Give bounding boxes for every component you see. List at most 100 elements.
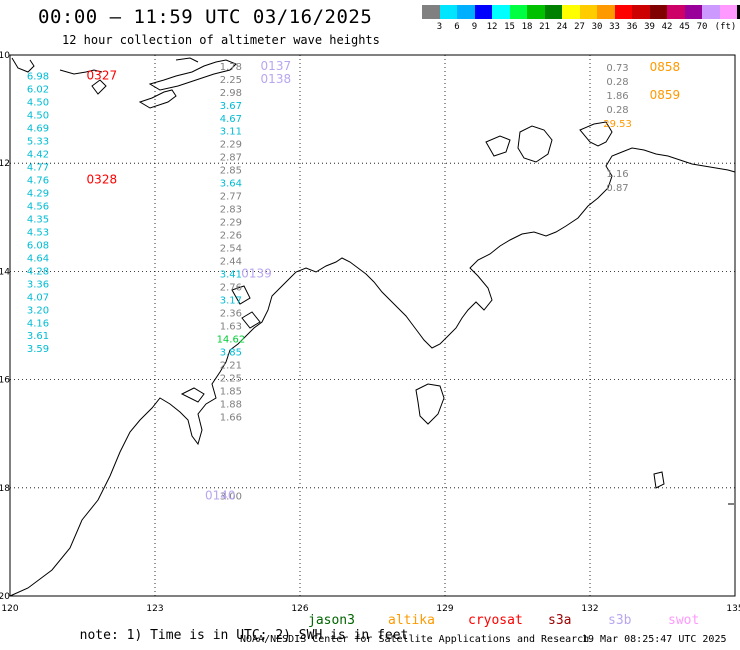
swh-value-label: 3.36 [27,279,49,290]
colorbar-cell [719,5,737,19]
mission-label: s3a [548,613,572,628]
swh-value-label: 3.61 [27,331,49,342]
swh-value-label: 0.73 [606,63,628,74]
swh-value-label: 3.20 [27,305,49,316]
lat-tick-label: -20 [0,592,10,602]
swh-value-label: 1.63 [220,322,242,333]
pass-time-label: 0138 [261,72,292,86]
colorbar-cell [457,5,475,19]
colorbar-cell [562,5,580,19]
colorbar-tick-label: 45 [679,22,690,32]
swh-value-label: 2.85 [220,166,242,177]
colorbar-cell [702,5,720,19]
map-title: 00:00 – 11:59 UTC 03/16/2025 [38,6,373,28]
swh-value-label: 14.62 [217,334,246,345]
credit-agency: NOAA/NESDIS Center for Satellite Applica… [240,634,590,645]
colorbar-cell [509,5,527,19]
coastline-segment [485,135,511,157]
colorbar-cell [422,5,440,19]
swh-value-label: 4.42 [27,149,49,160]
colorbar-tick-label: 39 [644,22,655,32]
swh-value-label: 4.76 [27,175,49,186]
swh-value-label: 2.29 [220,140,242,151]
map-frame [9,54,736,597]
coastline [9,57,736,597]
colorbar-cell [579,5,597,19]
coastline-segment [180,387,205,403]
colorbar-tick-label: 18 [521,22,533,32]
swh-value-label: 6.08 [27,240,49,251]
lat-tick-label: -16 [0,376,10,386]
swh-value-label: 4.77 [27,162,49,173]
swh-value-label: 0.28 [606,105,628,116]
colorbar-tick-label: 21 [539,22,550,32]
mission-label: jason3 [308,613,355,628]
swh-value-label: 2.44 [220,257,242,268]
colorbar-tick-label: 30 [591,22,603,32]
swh-value-label: 6.02 [27,85,49,96]
colorbar-tick-label: 24 [556,22,568,32]
swh-value-label: 1.16 [606,169,628,180]
coastline-segment [175,57,199,63]
mission-label: swot [668,613,700,628]
swh-value-label: 2.76 [220,283,242,294]
swh-value-label: 2.77 [220,192,242,203]
swh-value-label: 3.59 [27,344,49,355]
pass-time-label: 0328 [87,172,118,186]
swh-value-label: 0.28 [606,77,628,88]
colorbar-tick-label: 3 [436,22,443,32]
colorbar-cell [649,5,667,19]
coastline-segment [653,471,665,489]
colorbar-tick-label: 36 [626,22,638,32]
colorbar-tick-label: 9 [471,22,478,32]
colorbar-tick-label: 15 [504,22,515,32]
swh-value-label: 3.67 [220,101,242,112]
pass-time-label: 0858 [650,60,681,74]
swh-value-label: 4.64 [27,253,49,264]
swh-value-label: 6.98 [27,72,49,83]
swh-value-label: 3.41 [220,270,242,281]
credit-timestamp: 19 Mar 08:25:47 UTC 2025 [582,634,727,645]
swh-value-label: 1.85 [220,386,242,397]
graticule [10,55,735,596]
colorbar-cell [737,5,740,19]
coastline-segment [11,57,35,73]
lon-tick-label: 123 [146,604,163,614]
mission-label: s3b [608,613,632,628]
swh-value-label: 2.26 [220,231,242,242]
note-line: note: 1) Time is in UTC; 2) SWH is in fe… [64,613,409,643]
coastline-segment [241,311,261,329]
colorbar-cell [474,5,492,19]
swh-value-label: 2.25 [220,373,242,384]
colorbar-cell [614,5,632,19]
coastline-segment [59,69,103,75]
lon-tick-label: 126 [291,604,308,614]
lat-tick-label: -14 [0,267,10,277]
swh-value-label: 1.66 [220,412,242,423]
colorbar-tick-label: 33 [609,22,620,32]
colorbar-tick-label: 70 [696,22,708,32]
colorbar-tick-label: 6 [454,22,460,32]
swh-value-label: 2.29 [220,218,242,229]
coastline-segment [231,285,251,305]
map-subtitle: 12 hour collection of altimeter wave hei… [62,33,380,47]
swh-value-label: 2.54 [220,244,242,255]
mission-label: altika [388,613,435,628]
colorbar-tick-label: 12 [486,22,498,32]
pass-time-label: 0859 [650,88,681,102]
swh-value-label: 0.87 [606,183,628,194]
swh-value-label: 2.36 [220,309,242,320]
colorbar-cell [597,5,615,19]
pass-time-label: 0140 [205,488,236,502]
swh-value-label: 1.86 [606,91,628,102]
swh-value-label: 2.83 [220,205,242,216]
lat-tick-label: -12 [0,159,10,169]
note-text: note: 1) Time is in UTC; 2) SWH is in fe… [79,628,409,643]
coastline-segment [579,121,613,147]
coastline-segment [138,89,177,109]
swh-value-label: 3.85 [220,347,242,358]
swh-value-label: 4.50 [27,111,49,122]
swh-value-label: 4.56 [27,201,49,212]
mission-label: cryosat [468,613,523,628]
